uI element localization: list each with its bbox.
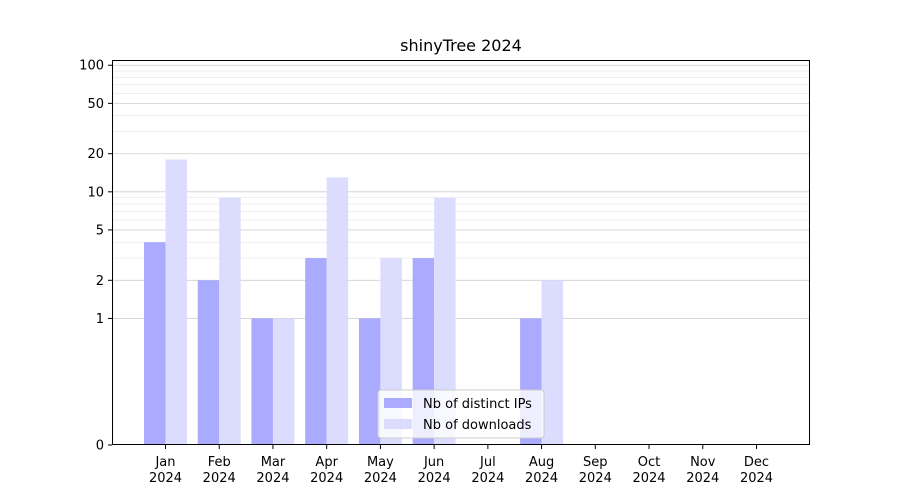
x-tick-label-month: May	[367, 455, 394, 470]
y-tick-label: 2	[96, 274, 104, 289]
x-axis: Jan2024Feb2024Mar2024Apr2024May2024Jun20…	[149, 445, 773, 486]
x-tick-label-month: Apr	[315, 455, 338, 470]
bar-downloads-feb	[219, 197, 241, 445]
x-tick-label-year: 2024	[203, 471, 236, 486]
bar-distinct-ips-mar	[251, 318, 273, 445]
x-tick-label-year: 2024	[418, 471, 451, 486]
y-tick-label: 50	[87, 97, 104, 112]
bar-downloads-jun	[434, 197, 456, 445]
x-tick-label-year: 2024	[149, 471, 182, 486]
legend: Nb of distinct IPs Nb of downloads	[377, 389, 545, 439]
x-tick-label-month: Jan	[154, 455, 175, 470]
x-tick-label-month: Feb	[208, 455, 231, 470]
x-tick-label-month: Jun	[423, 455, 444, 470]
y-tick-label: 10	[87, 185, 104, 200]
x-tick-label-month: Jul	[479, 455, 496, 470]
x-tick-label-month: Nov	[690, 455, 716, 470]
x-tick-label-year: 2024	[256, 471, 289, 486]
x-tick-label-month: Aug	[529, 455, 554, 470]
bar-distinct-ips-apr	[305, 258, 327, 445]
legend-label-distinct-ips: Nb of distinct IPs	[423, 397, 532, 412]
legend-label-downloads: Nb of downloads	[423, 418, 532, 433]
bar-distinct-ips-feb	[197, 280, 220, 445]
x-tick-label-year: 2024	[471, 471, 504, 486]
legend-box	[377, 389, 545, 439]
x-tick-label-year: 2024	[364, 471, 397, 486]
bar-downloads-apr	[326, 177, 349, 446]
bar-downloads-aug	[541, 280, 564, 445]
legend-swatch-distinct-ips	[384, 398, 412, 408]
x-tick-label-year: 2024	[686, 471, 719, 486]
bars	[144, 159, 564, 446]
y-tick-label: 5	[96, 223, 104, 238]
bar-distinct-ips-jan	[144, 242, 166, 445]
bar-distinct-ips-may	[358, 318, 381, 445]
y-tick-label: 100	[79, 59, 104, 74]
plot-frame	[112, 60, 810, 445]
x-tick-label-month: Oct	[638, 455, 660, 470]
bar-downloads-mar	[272, 318, 295, 445]
x-tick-label-year: 2024	[310, 471, 343, 486]
y-tick-label: 20	[87, 147, 104, 162]
chart-title: shinyTree 2024	[400, 36, 522, 55]
x-tick-label-year: 2024	[740, 471, 773, 486]
x-tick-label-month: Dec	[744, 455, 769, 470]
x-tick-label-month: Sep	[583, 455, 608, 470]
y-axis: 0 1 2 5 10 20 50 100	[79, 59, 112, 454]
bar-downloads-jan	[165, 159, 187, 445]
x-tick-label-year: 2024	[632, 471, 665, 486]
x-tick-label-year: 2024	[525, 471, 558, 486]
legend-swatch-downloads	[384, 419, 412, 429]
y-tick-label: 0	[96, 439, 104, 454]
y-tick-label: 1	[96, 312, 104, 327]
x-tick-label-year: 2024	[579, 471, 612, 486]
x-tick-label-month: Mar	[261, 455, 286, 470]
